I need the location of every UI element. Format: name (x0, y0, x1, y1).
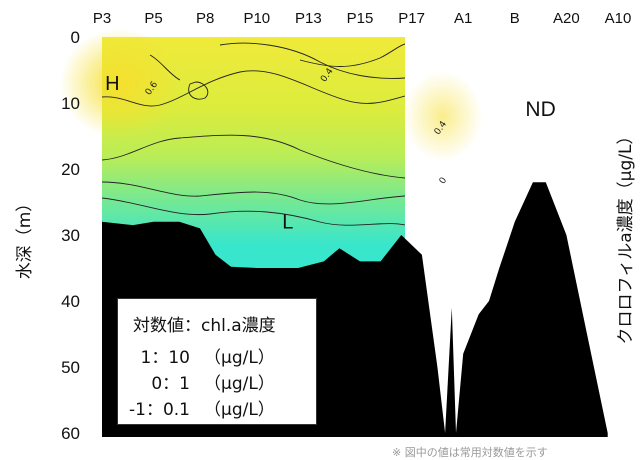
region-label-l: L (282, 211, 293, 233)
station-tick-P15: P15 (347, 10, 374, 27)
legend-entry-2-unit: （μg/L） (204, 374, 275, 394)
station-tick-P5: P5 (144, 10, 162, 27)
depth-tick-30: 30 (61, 226, 80, 245)
depth-tick-10: 10 (61, 94, 80, 113)
legend-box: 対数値：chl.a濃度 1：10 （μg/L） 0：1 （μg/L） -1：0.1 （… (117, 298, 317, 425)
high-concentration-area (60, 28, 181, 139)
legend-entry-3: -1：0.1 （μg/L） (118, 395, 275, 420)
legend-entry-2: 0：1 （μg/L） (118, 369, 275, 394)
contour-line-6 (102, 181, 405, 205)
depth-tick-20: 20 (61, 160, 80, 179)
station-tick-B: B (510, 10, 520, 27)
y-axis-title: 水深（m） (15, 195, 35, 280)
axis-layer: P3 P5 P8 P10 P13 P15 P17 A1 B A20 A10 0 10 20 30 40 50 60… (15, 10, 636, 443)
contour-line-1 (102, 70, 405, 107)
station-tick-A20: A20 (553, 10, 580, 27)
contour-line-5 (102, 134, 405, 179)
station-tick-P17: P17 (398, 10, 425, 27)
station-tick-P3: P3 (93, 10, 111, 27)
region-label-nd: ND (525, 98, 555, 121)
plot-bottom-edge (102, 436, 542, 437)
contour-label-4: 0 (438, 176, 450, 187)
legend-entry-1-unit: （μg/L） (204, 348, 275, 368)
contour-line-4 (188, 81, 209, 100)
station-tick-P13: P13 (295, 10, 322, 27)
contour-line-8 (299, 43, 405, 67)
high-concentration-area-east (402, 71, 483, 162)
station-tick-A10: A10 (605, 10, 632, 27)
depth-tick-40: 40 (61, 292, 80, 311)
contour-line-7 (102, 197, 405, 226)
contour-line-3 (219, 42, 405, 79)
footnote: ※ 図中の値は常用対数値を示す (392, 446, 548, 459)
legend-title: 対数値：chl.a濃度 (133, 316, 276, 336)
station-tick-P8: P8 (196, 10, 214, 27)
colorbar-label: クロロフィルa濃度（μg/L） (616, 128, 636, 345)
contour-lines (102, 42, 405, 226)
station-tick-A1: A1 (454, 10, 472, 27)
contour-line-2 (149, 54, 181, 81)
station-tick-P10: P10 (243, 10, 270, 27)
legend-entry-3-unit: （μg/L） (204, 400, 275, 420)
legend-entry-1-value: 1：10 (140, 348, 190, 368)
legend-entry-2-value: 0：1 (151, 374, 190, 394)
legend-entry-3-value: -1：0.1 (129, 400, 190, 420)
depth-tick-50: 50 (61, 358, 80, 377)
legend-entry-1: 1：10 （μg/L） (118, 343, 275, 368)
depth-tick-0: 0 (71, 28, 80, 47)
region-label-h: H (105, 73, 119, 95)
depth-tick-60: 60 (61, 424, 80, 443)
